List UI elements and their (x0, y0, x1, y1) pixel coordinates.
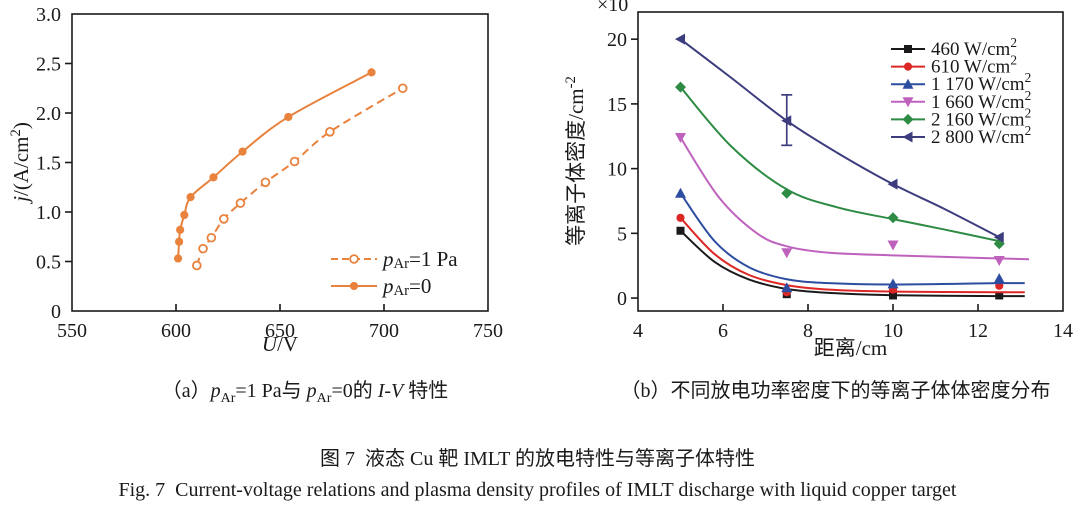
y-tick-label: 15 (607, 94, 627, 116)
series-460-marker (995, 291, 1004, 300)
x-tick-label: 6 (718, 320, 728, 342)
series-2800-line (679, 38, 1000, 239)
legend-label-pAr-1Pa: pAr=1 Pa (381, 247, 458, 272)
series-pAr-0-marker (186, 193, 195, 202)
series-2160-line (679, 86, 1000, 243)
series-1660-marker (887, 240, 899, 251)
subcaption-a: （a）pAr=1 Pa与 pAr=0的 I-V 特性 (161, 380, 449, 406)
y-tick-label: 5 (617, 223, 627, 245)
y-tick-label: 3.0 (36, 4, 61, 26)
legend-item-610: 610 W/cm2 (891, 52, 1017, 77)
series-2800-marker (675, 33, 685, 45)
series-pAr-0-marker (284, 112, 293, 122)
series-pAr-1Pa-line (195, 87, 404, 266)
series-610-marker (676, 213, 685, 222)
chart-a-y-axis-label: j/(A/cm2) (8, 122, 33, 202)
x-tick-label: 650 (265, 320, 295, 342)
legend-item-460: 460 W/cm2 (891, 35, 1017, 60)
series-pAr-0-marker (367, 68, 376, 77)
y-tick-label: 0.5 (36, 252, 61, 274)
x-tick-label: 8 (803, 320, 813, 342)
series-pAr-1Pa-marker (289, 156, 300, 167)
series-pAr-0-line (177, 71, 372, 259)
legend-label-2800: 2 800 W/cm2 (931, 123, 1031, 148)
series-1660-line (679, 137, 1030, 261)
x-tick-label: 10 (883, 320, 903, 342)
chart-b-y-axis-label: 等离子体密度/cm-2 (563, 76, 588, 246)
series-pAr-0-marker (180, 210, 189, 220)
legend-item-2800: 2 800 W/cm2 (891, 123, 1031, 148)
series-1170-marker (781, 282, 793, 293)
series-1170-marker (993, 273, 1005, 284)
y-axis-scale-label: ×10 (597, 0, 629, 16)
y-tick-label: 20 (607, 29, 627, 51)
legend-item-pAr-1Pa: pAr=1 Pa (331, 247, 458, 272)
figure-caption-english: Fig. 7 Current-voltage relations and pla… (118, 479, 957, 501)
x-tick-label: 12 (968, 320, 988, 342)
figure-caption-chinese: 图 7 液态 Cu 靶 IMLT 的放电特性与等离子体特性 (319, 448, 756, 470)
series-460-marker (676, 226, 685, 235)
legend-item-1660: 1 660 W/cm2 (891, 87, 1031, 112)
series-pAr-1Pa-marker (206, 232, 217, 243)
series-2800-marker (887, 178, 898, 190)
legend-label-2160: 2 160 W/cm2 (931, 105, 1031, 130)
y-tick-label: 0 (51, 301, 61, 323)
series-pAr-0-marker (173, 254, 183, 263)
series-pAr-1Pa-marker (198, 243, 208, 254)
series-pAr-0-marker (175, 237, 184, 246)
series-pAr-0-marker (176, 225, 185, 234)
chart-b-x-axis-label: 距离/cm (813, 336, 888, 360)
y-tick-label: 1.0 (36, 202, 61, 224)
x-tick-label: 550 (57, 320, 87, 342)
series-610-line (679, 217, 1025, 294)
x-tick-label: 14 (1053, 320, 1073, 342)
series-1170-marker (887, 278, 899, 289)
series-pAr-1Pa-marker (260, 177, 271, 188)
series-pAr-0-marker (238, 147, 247, 156)
series-pAr-1Pa-marker (325, 127, 335, 137)
series-1170-marker (675, 187, 686, 198)
series-2800-marker (781, 115, 792, 127)
series-1660-marker (993, 256, 1005, 267)
legend-item-pAr-0: pAr=0 (331, 274, 431, 299)
chart-iv-characteristics: 550 600 650 700 750 0 0.5 1.0 1.5 2.0 2.5 3.0 pAr=1 … (36, 4, 503, 342)
y-tick-label: 2.5 (36, 54, 61, 76)
y-tick-label: 10 (607, 159, 627, 181)
plot-area (637, 11, 1064, 312)
series-460-marker (889, 291, 897, 300)
legend-label-610: 610 W/cm2 (931, 52, 1017, 77)
chart-a-x-axis-label: U/V (261, 332, 299, 356)
legend-label-pAr-0: pAr=0 (381, 274, 431, 299)
y-tick-label: 2.0 (36, 103, 61, 125)
series-2160-marker (781, 187, 793, 199)
legend-label-1660: 1 660 W/cm2 (931, 87, 1031, 112)
series-pAr-1Pa-marker (219, 214, 229, 224)
legend-item-2160: 2 160 W/cm2 (891, 105, 1031, 130)
series-pAr-1Pa-marker (397, 83, 408, 94)
series-1170-line (679, 192, 1025, 286)
x-tick-label: 750 (473, 320, 503, 342)
series-460-line (679, 230, 1025, 298)
series-pAr-1Pa-marker (235, 198, 246, 208)
series-pAr-0-marker (209, 173, 218, 182)
legend-label-1170: 1 170 W/cm2 (931, 70, 1031, 95)
x-tick-label: 600 (161, 320, 191, 342)
series-2160-marker (675, 81, 686, 93)
series-2160-marker (887, 212, 899, 224)
series-2800-marker (993, 231, 1004, 243)
y-tick-label: 1.5 (36, 153, 61, 175)
x-tick-label: 4 (633, 320, 643, 342)
y-tick-label: 0 (617, 288, 627, 310)
legend-item-1170: 1 170 W/cm2 (891, 70, 1031, 95)
series-1660-marker (675, 133, 686, 144)
subcaption-b: （b）不同放电功率密度下的等离子体体密度分布 (620, 380, 1051, 402)
series-1660-marker (781, 248, 793, 259)
series-pAr-1Pa-marker (192, 260, 202, 271)
x-tick-label: 700 (369, 320, 399, 342)
legend-label-460: 460 W/cm2 (931, 35, 1017, 60)
